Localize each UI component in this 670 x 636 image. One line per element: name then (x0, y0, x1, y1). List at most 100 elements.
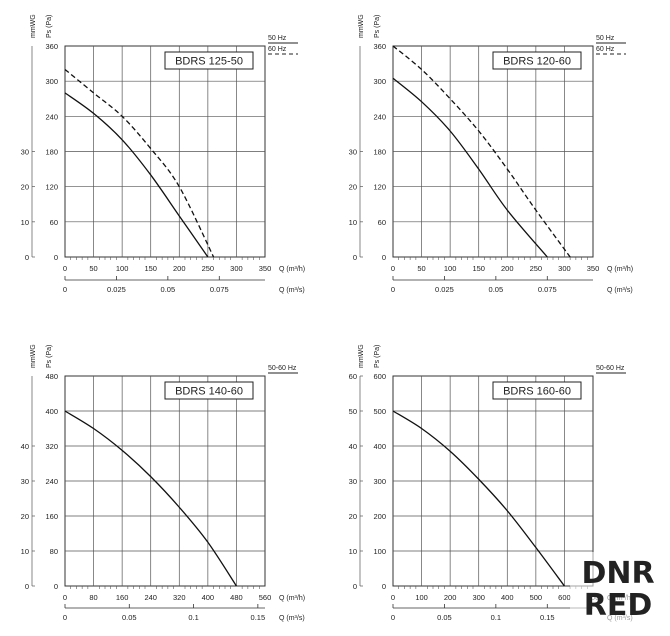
y-axis-title-mmwg: mmWG (358, 14, 365, 38)
mmwg-tick-label: 0 (353, 253, 357, 262)
watermark-line-1: DNR (581, 556, 654, 591)
y-tick-label: 240 (45, 112, 58, 121)
y-axis-title-pa: Ps (Pa) (374, 15, 381, 38)
x-tick-label: 400 (501, 593, 514, 602)
x-axis-title: Q (m³/h) (279, 266, 305, 273)
y-tick-label: 400 (45, 407, 58, 416)
mmwg-tick-label: 10 (21, 547, 29, 556)
mmwg-tick-label: 50 (349, 407, 357, 416)
mmwg-tick-label: 20 (21, 183, 29, 192)
y-tick-label: 80 (50, 547, 58, 556)
x-tick-label: 0 (391, 264, 395, 273)
y-tick-label: 400 (373, 442, 386, 451)
x-tick-label: 240 (144, 593, 157, 602)
x-tick-label: 600 (558, 593, 571, 602)
x-tick-label: 0 (63, 264, 67, 273)
model-label-box (164, 381, 254, 400)
x2-tick-label: 0.05 (489, 285, 504, 294)
x2-axis-title: Q (m³/s) (279, 615, 305, 622)
x2-tick-label: 0.15 (251, 613, 266, 622)
x-axis-title: Q (m³/h) (279, 595, 305, 602)
mmwg-tick-label: 60 (349, 372, 357, 381)
x2-tick-label: 0.025 (435, 285, 454, 294)
model-label: BDRS 125-50 (175, 56, 243, 68)
y-tick-label: 180 (45, 148, 58, 157)
y-tick-label: 120 (373, 183, 386, 192)
x-tick-label: 300 (472, 593, 485, 602)
watermark-box (570, 552, 666, 630)
x-tick-label: 80 (89, 593, 97, 602)
legend-label: 50-60 Hz (268, 365, 297, 372)
x-tick-label: 160 (116, 593, 129, 602)
watermark: DNR RED (570, 552, 666, 630)
y-tick-label: 160 (45, 512, 58, 521)
y-axis-title-pa: Ps (Pa) (46, 15, 53, 38)
model-label-box (164, 51, 254, 70)
x-tick-label: 400 (202, 593, 215, 602)
legend-label: 50 Hz (596, 35, 615, 42)
y-tick-label: 180 (373, 148, 386, 157)
y-tick-label: 240 (45, 477, 58, 486)
y-axis-title-mmwg: mmWG (358, 344, 365, 368)
series-curve-2 (64, 68, 215, 258)
mmwg-tick-label: 0 (353, 582, 357, 591)
mmwg-tick-label: 10 (21, 218, 29, 227)
legend-label: 60 Hz (268, 46, 287, 53)
mmwg-tick-label: 30 (349, 148, 357, 157)
series-curve-1 (392, 410, 565, 587)
mmwg-tick-label: 30 (21, 148, 29, 157)
y-axis-title-pa: Ps (Pa) (374, 345, 381, 368)
model-label: BDRS 140-60 (175, 386, 243, 398)
y-tick-label: 0 (54, 582, 58, 591)
x-tick-label: 200 (444, 593, 457, 602)
y-tick-label: 200 (373, 512, 386, 521)
x2-tick-label: 0 (391, 285, 395, 294)
series-curve-1 (64, 410, 237, 587)
x2-tick-label: 0.075 (538, 285, 557, 294)
model-label-box (492, 381, 582, 400)
x2-tick-label: 0 (63, 285, 67, 294)
mmwg-tick-label: 10 (349, 547, 357, 556)
x-tick-label: 150 (144, 264, 157, 273)
mmwg-tick-label: 40 (21, 442, 29, 451)
model-label: BDRS 160-60 (503, 386, 571, 398)
x-tick-label: 350 (587, 264, 600, 273)
y-tick-label: 300 (45, 77, 58, 86)
x-tick-label: 250 (202, 264, 215, 273)
y-tick-label: 600 (373, 372, 386, 381)
x2-tick-label: 0.05 (161, 285, 176, 294)
model-label-box (492, 51, 582, 70)
mmwg-tick-label: 40 (349, 442, 357, 451)
x2-tick-label: 0.1 (188, 613, 198, 622)
series-curve-1 (392, 77, 548, 258)
y-tick-label: 0 (54, 253, 58, 262)
x-tick-label: 100 (415, 593, 428, 602)
mmwg-tick-label: 20 (349, 183, 357, 192)
y-tick-label: 100 (373, 547, 386, 556)
y-axis-title-pa: Ps (Pa) (46, 345, 53, 368)
y-tick-label: 500 (373, 407, 386, 416)
mmwg-tick-label: 20 (21, 512, 29, 521)
y-tick-label: 360 (373, 42, 386, 51)
x2-tick-label: 0.05 (122, 613, 137, 622)
x2-axis-title: Q (m³/s) (279, 287, 305, 294)
y-tick-label: 0 (382, 253, 386, 262)
x-tick-label: 100 (444, 264, 457, 273)
x-tick-label: 0 (63, 593, 67, 602)
x-tick-label: 320 (173, 593, 186, 602)
x2-tick-label: 0.15 (540, 613, 555, 622)
legend-label: 50 Hz (268, 35, 287, 42)
x2-tick-label: 0.05 (437, 613, 452, 622)
mmwg-tick-label: 30 (349, 477, 357, 486)
x2-tick-label: 0.075 (210, 285, 229, 294)
legend-label: 50-60 Hz (596, 365, 625, 372)
y-tick-label: 60 (50, 218, 58, 227)
y-tick-label: 240 (373, 112, 386, 121)
legend-label: 60 Hz (596, 46, 615, 53)
x-tick-label: 500 (530, 593, 543, 602)
y-tick-label: 120 (45, 183, 58, 192)
y-axis-title-mmwg: mmWG (30, 14, 37, 38)
x2-tick-label: 0 (391, 613, 395, 622)
mmwg-tick-label: 20 (349, 512, 357, 521)
